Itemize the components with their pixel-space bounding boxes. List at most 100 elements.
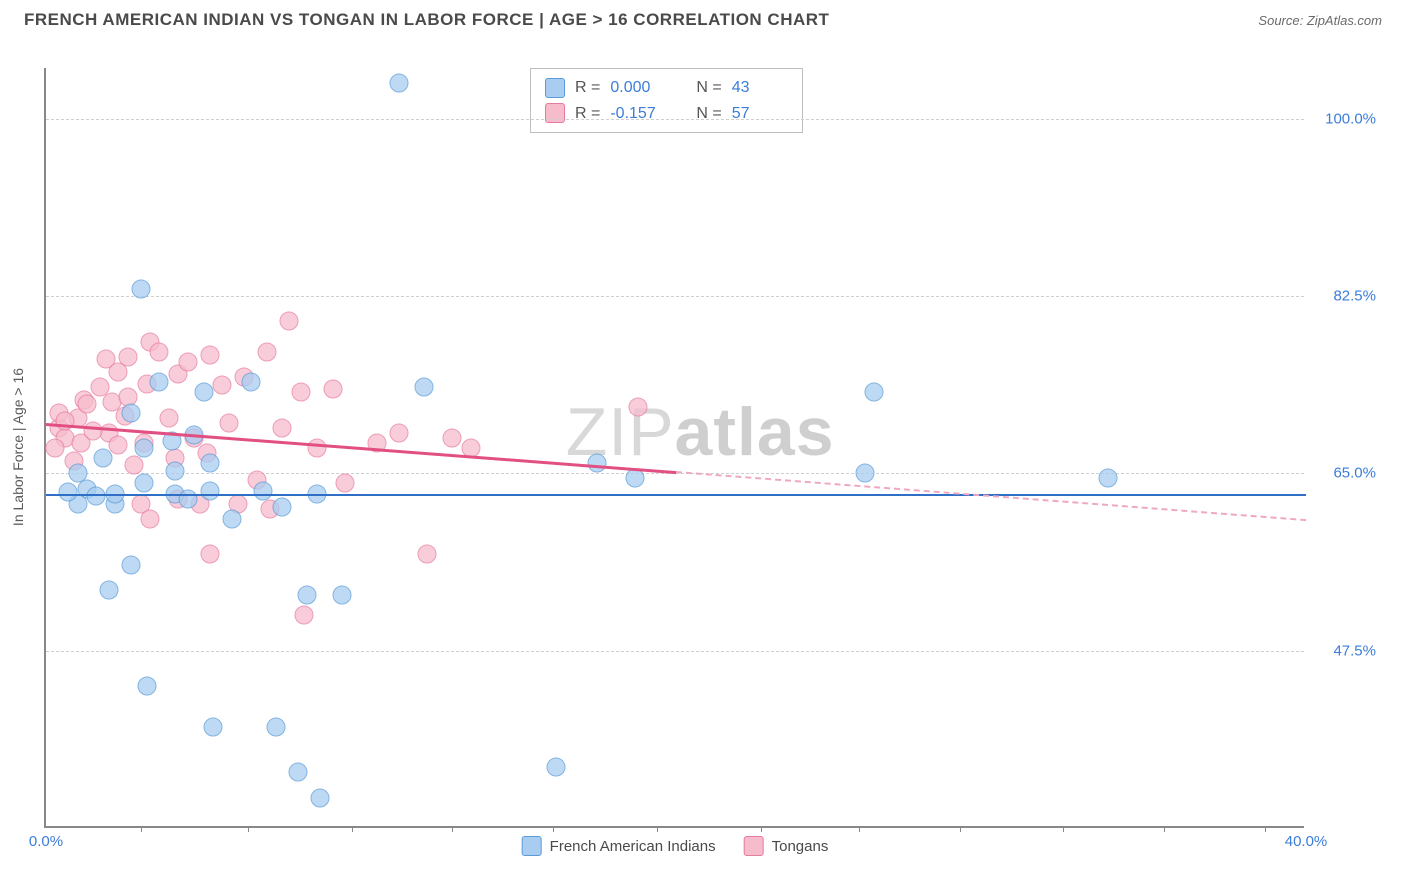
legend-label: French American Indians <box>550 838 716 855</box>
scatter-point <box>178 352 197 371</box>
scatter-point <box>122 403 141 422</box>
stats-row: R = 0.000 N = 43 <box>545 75 788 101</box>
scatter-point <box>213 376 232 395</box>
scatter-point <box>150 342 169 361</box>
legend-label: Tongans <box>772 838 829 855</box>
x-tick-mark <box>761 826 762 832</box>
scatter-point <box>241 373 260 392</box>
n-label: N = <box>696 75 721 101</box>
r-value: -0.157 <box>610 101 666 127</box>
scatter-point <box>389 423 408 442</box>
chart-container: ZIPatlas In Labor Force | Age > 16 R =0.… <box>44 68 1382 828</box>
scatter-point <box>443 428 462 447</box>
scatter-point <box>629 398 648 417</box>
scatter-point <box>295 606 314 625</box>
source-label: Source: <box>1258 13 1303 28</box>
legend-item: Tongans <box>744 836 829 856</box>
y-tick-label: 82.5% <box>1312 288 1376 305</box>
scatter-point <box>266 717 285 736</box>
scatter-point <box>200 454 219 473</box>
legend-item: French American Indians <box>522 836 716 856</box>
x-tick-mark <box>657 826 658 832</box>
scatter-point <box>200 481 219 500</box>
scatter-point <box>131 279 150 298</box>
scatter-point <box>46 439 65 458</box>
legend: French American Indians Tongans <box>522 836 829 856</box>
x-tick-mark <box>352 826 353 832</box>
scatter-point <box>109 435 128 454</box>
gridline <box>46 119 1304 120</box>
x-tick-mark <box>1063 826 1064 832</box>
scatter-point <box>222 509 241 528</box>
scatter-point <box>134 474 153 493</box>
scatter-point <box>298 585 317 604</box>
x-tick-mark <box>960 826 961 832</box>
x-tick-mark <box>248 826 249 832</box>
x-tick-mark <box>1265 826 1266 832</box>
scatter-point <box>588 454 607 473</box>
scatter-point <box>279 312 298 331</box>
gridline <box>46 651 1304 652</box>
scatter-point <box>194 383 213 402</box>
scatter-point <box>626 469 645 488</box>
n-value: 43 <box>732 75 788 101</box>
scatter-point <box>137 677 156 696</box>
scatter-point <box>178 489 197 508</box>
series-swatch <box>545 78 565 98</box>
x-tick-mark <box>452 826 453 832</box>
chart-title: FRENCH AMERICAN INDIAN VS TONGAN IN LABO… <box>24 10 829 30</box>
correlation-stats-box: R = 0.000 N = 43 R = -0.157 N = 57 <box>530 68 803 133</box>
scatter-point <box>856 464 875 483</box>
source-link[interactable]: ZipAtlas.com <box>1307 13 1382 28</box>
series-swatch <box>545 103 565 123</box>
scatter-point <box>254 481 273 500</box>
scatter-point <box>150 373 169 392</box>
scatter-point <box>122 555 141 574</box>
scatter-point <box>93 449 112 468</box>
scatter-point <box>200 345 219 364</box>
scatter-point <box>59 482 78 501</box>
scatter-point <box>323 380 342 399</box>
scatter-point <box>389 74 408 93</box>
scatter-point <box>865 383 884 402</box>
r-label: R = <box>575 75 600 101</box>
scatter-point <box>140 509 159 528</box>
trend-line <box>46 494 1306 497</box>
scatter-point <box>219 413 238 432</box>
plot-area: ZIPatlas In Labor Force | Age > 16 R =0.… <box>44 68 1304 828</box>
scatter-point <box>547 758 566 777</box>
scatter-point <box>125 456 144 475</box>
n-value: 57 <box>732 101 788 127</box>
r-label: R = <box>575 101 600 127</box>
header: FRENCH AMERICAN INDIAN VS TONGAN IN LABO… <box>0 0 1406 30</box>
scatter-point <box>84 421 103 440</box>
scatter-point <box>1098 469 1117 488</box>
x-tick-mark <box>1164 826 1165 832</box>
x-tick-mark <box>553 826 554 832</box>
x-tick-mark <box>141 826 142 832</box>
scatter-point <box>200 545 219 564</box>
scatter-point <box>307 439 326 458</box>
y-tick-label: 47.5% <box>1312 642 1376 659</box>
scatter-point <box>134 439 153 458</box>
source-attribution: Source: ZipAtlas.com <box>1258 13 1382 28</box>
x-tick-mark <box>859 826 860 832</box>
y-axis-label: In Labor Force | Age > 16 <box>10 368 26 526</box>
x-tick-label: 0.0% <box>29 833 63 850</box>
scatter-point <box>166 462 185 481</box>
scatter-point <box>418 545 437 564</box>
y-tick-label: 100.0% <box>1312 110 1376 127</box>
scatter-point <box>100 580 119 599</box>
scatter-point <box>203 717 222 736</box>
scatter-point <box>292 383 311 402</box>
scatter-point <box>159 408 178 427</box>
gridline <box>46 296 1304 297</box>
scatter-point <box>273 418 292 437</box>
x-tick-label: 40.0% <box>1285 833 1328 850</box>
scatter-point <box>289 763 308 782</box>
r-value: 0.000 <box>610 75 666 101</box>
scatter-point <box>311 788 330 807</box>
n-label: N = <box>696 101 721 127</box>
scatter-point <box>273 497 292 516</box>
scatter-point <box>333 585 352 604</box>
